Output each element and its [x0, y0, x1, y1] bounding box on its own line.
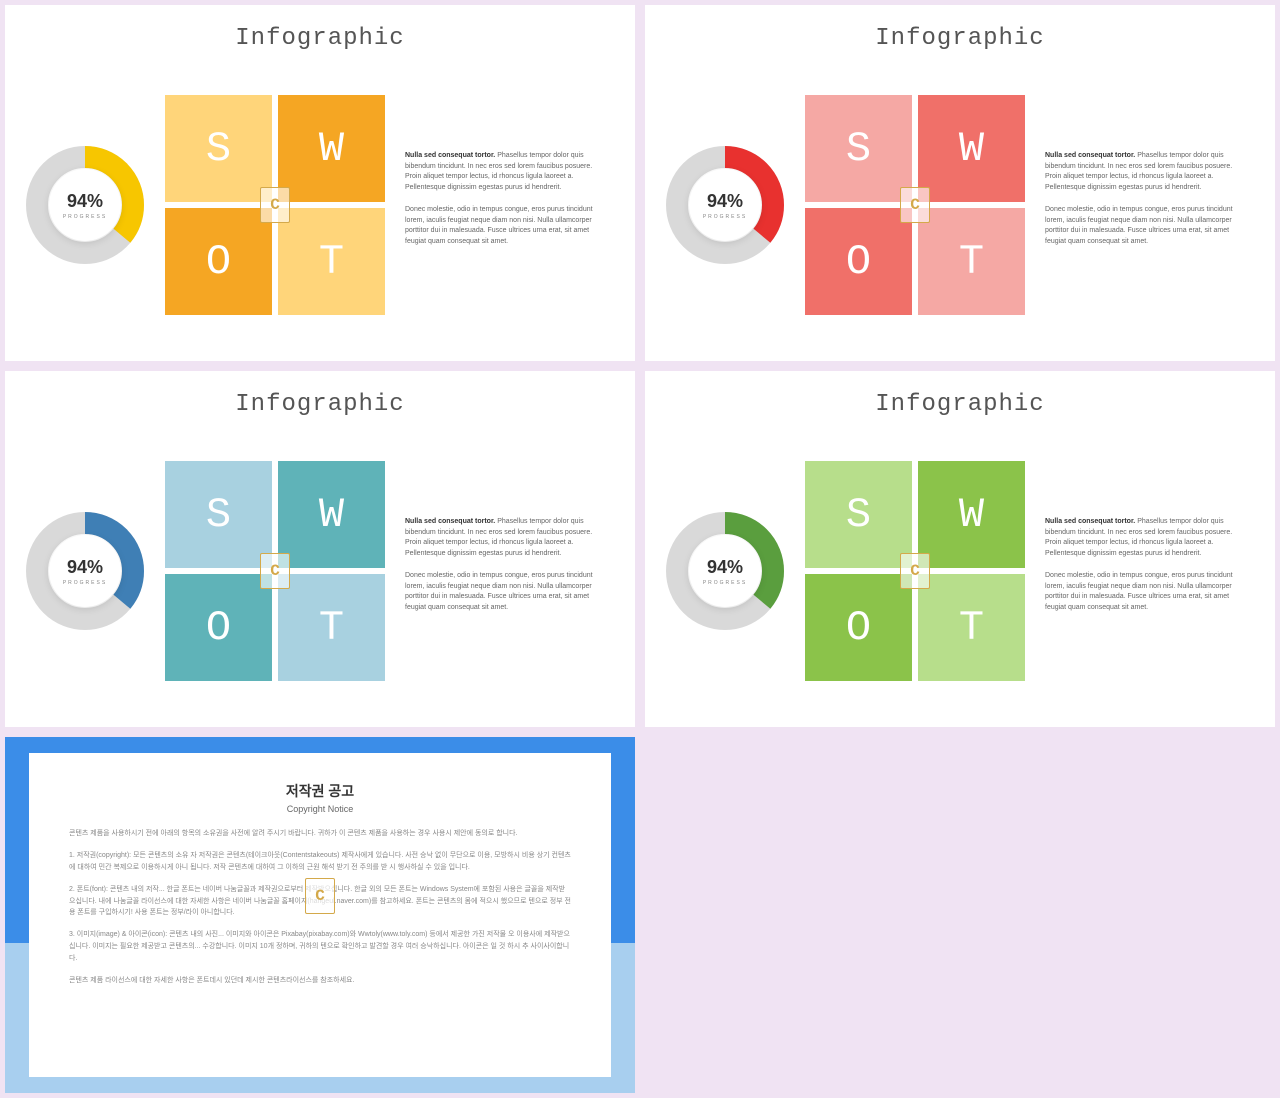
copyright-para: 콘텐츠 제품을 사용하시기 전에 아래의 항목의 소유권을 사전에 알려 주시기…: [69, 828, 571, 840]
slide-copyright: 저작권 공고 Copyright Notice 콘텐츠 제품을 사용하시기 전에…: [5, 737, 635, 1093]
center-badge: C: [900, 187, 930, 223]
swot-o: O: [805, 208, 912, 315]
swot-w: W: [278, 461, 385, 568]
donut-center: 94% PROGRESS: [49, 535, 121, 607]
slide-body: 94% PROGRESS S W O T C Nulla sed consequ…: [645, 418, 1275, 724]
progress-label: PROGRESS: [703, 580, 747, 586]
slide-body: 94% PROGRESS S W O T C Nulla sed consequ…: [645, 52, 1275, 358]
slide-title: Infographic: [645, 25, 1275, 52]
swot-s: S: [805, 95, 912, 202]
center-badge: C: [900, 553, 930, 589]
empty-slot: [645, 737, 1275, 1093]
swot-s: S: [165, 95, 272, 202]
para-text: Donec molestie, odio in tempus congue, e…: [405, 572, 593, 611]
para-lead: Nulla sed consequat tortor.: [405, 152, 495, 159]
progress-donut: 94% PROGRESS: [665, 145, 785, 265]
swot-w: W: [278, 95, 385, 202]
progress-donut: 94% PROGRESS: [25, 145, 145, 265]
copyright-card: 저작권 공고 Copyright Notice 콘텐츠 제품을 사용하시기 전에…: [29, 753, 611, 1077]
body-text: Nulla sed consequat tortor. Phasellus te…: [1045, 517, 1245, 625]
progress-label: PROGRESS: [63, 214, 107, 220]
swot-grid: S W O T C: [805, 95, 1025, 315]
center-badge: C: [260, 187, 290, 223]
body-text: Nulla sed consequat tortor. Phasellus te…: [405, 517, 605, 625]
donut-center: 94% PROGRESS: [49, 169, 121, 241]
swot-s: S: [805, 461, 912, 568]
body-text: Nulla sed consequat tortor. Phasellus te…: [405, 151, 605, 259]
progress-value: 94%: [707, 557, 743, 578]
swot-o: O: [805, 574, 912, 681]
para-lead: Nulla sed consequat tortor.: [405, 518, 495, 525]
swot-t: T: [918, 208, 1025, 315]
center-badge: C: [305, 878, 335, 914]
para-text: Donec molestie, odio in tempus congue, e…: [1045, 572, 1233, 611]
slide-grid: Infographic 94% PROGRESS S W O T C: [0, 0, 1280, 1098]
copyright-para: 1. 저작권(copyright): 모든 콘텐츠의 소유 자 저작권은 콘텐츠…: [69, 852, 571, 871]
swot-s: S: [165, 461, 272, 568]
copyright-subtitle: Copyright Notice: [69, 804, 571, 814]
para-lead: Nulla sed consequat tortor.: [1045, 518, 1135, 525]
progress-donut: 94% PROGRESS: [25, 511, 145, 631]
para-text: Donec molestie, odio in tempus congue, e…: [1045, 206, 1233, 245]
swot-o: O: [165, 208, 272, 315]
swot-t: T: [918, 574, 1025, 681]
body-text: Nulla sed consequat tortor. Phasellus te…: [1045, 151, 1245, 259]
slide-title: Infographic: [645, 391, 1275, 418]
swot-grid: S W O T C: [165, 461, 385, 681]
swot-w: W: [918, 461, 1025, 568]
slide-0: Infographic 94% PROGRESS S W O T C: [5, 5, 635, 361]
copyright-para: 콘텐츠 제품 라이선스에 대한 자세한 사항은 폰트데시 있던데 제시한 콘텐츠…: [69, 977, 354, 984]
slide-body: 94% PROGRESS S W O T C Nulla sed consequ…: [5, 52, 635, 358]
donut-center: 94% PROGRESS: [689, 535, 761, 607]
slide-1: Infographic 94% PROGRESS S W O T C: [645, 5, 1275, 361]
swot-grid: S W O T C: [165, 95, 385, 315]
progress-donut: 94% PROGRESS: [665, 511, 785, 631]
slide-2: Infographic 94% PROGRESS S W O T C: [5, 371, 635, 727]
copyright-para: 3. 이미지(image) & 아이콘(icon): 콘텐츠 내의 사진... …: [69, 931, 570, 962]
donut-center: 94% PROGRESS: [689, 169, 761, 241]
progress-value: 94%: [67, 557, 103, 578]
swot-grid: S W O T C: [805, 461, 1025, 681]
para-text: Donec molestie, odio in tempus congue, e…: [405, 206, 593, 245]
slide-title: Infographic: [5, 25, 635, 52]
slide-title: Infographic: [5, 391, 635, 418]
progress-label: PROGRESS: [63, 580, 107, 586]
slide-body: 94% PROGRESS S W O T C Nulla sed consequ…: [5, 418, 635, 724]
progress-label: PROGRESS: [703, 214, 747, 220]
para-lead: Nulla sed consequat tortor.: [1045, 152, 1135, 159]
swot-t: T: [278, 574, 385, 681]
progress-value: 94%: [67, 191, 103, 212]
copyright-title: 저작권 공고: [69, 781, 571, 801]
swot-w: W: [918, 95, 1025, 202]
progress-value: 94%: [707, 191, 743, 212]
swot-o: O: [165, 574, 272, 681]
center-badge: C: [260, 553, 290, 589]
slide-3: Infographic 94% PROGRESS S W O T C: [645, 371, 1275, 727]
swot-t: T: [278, 208, 385, 315]
